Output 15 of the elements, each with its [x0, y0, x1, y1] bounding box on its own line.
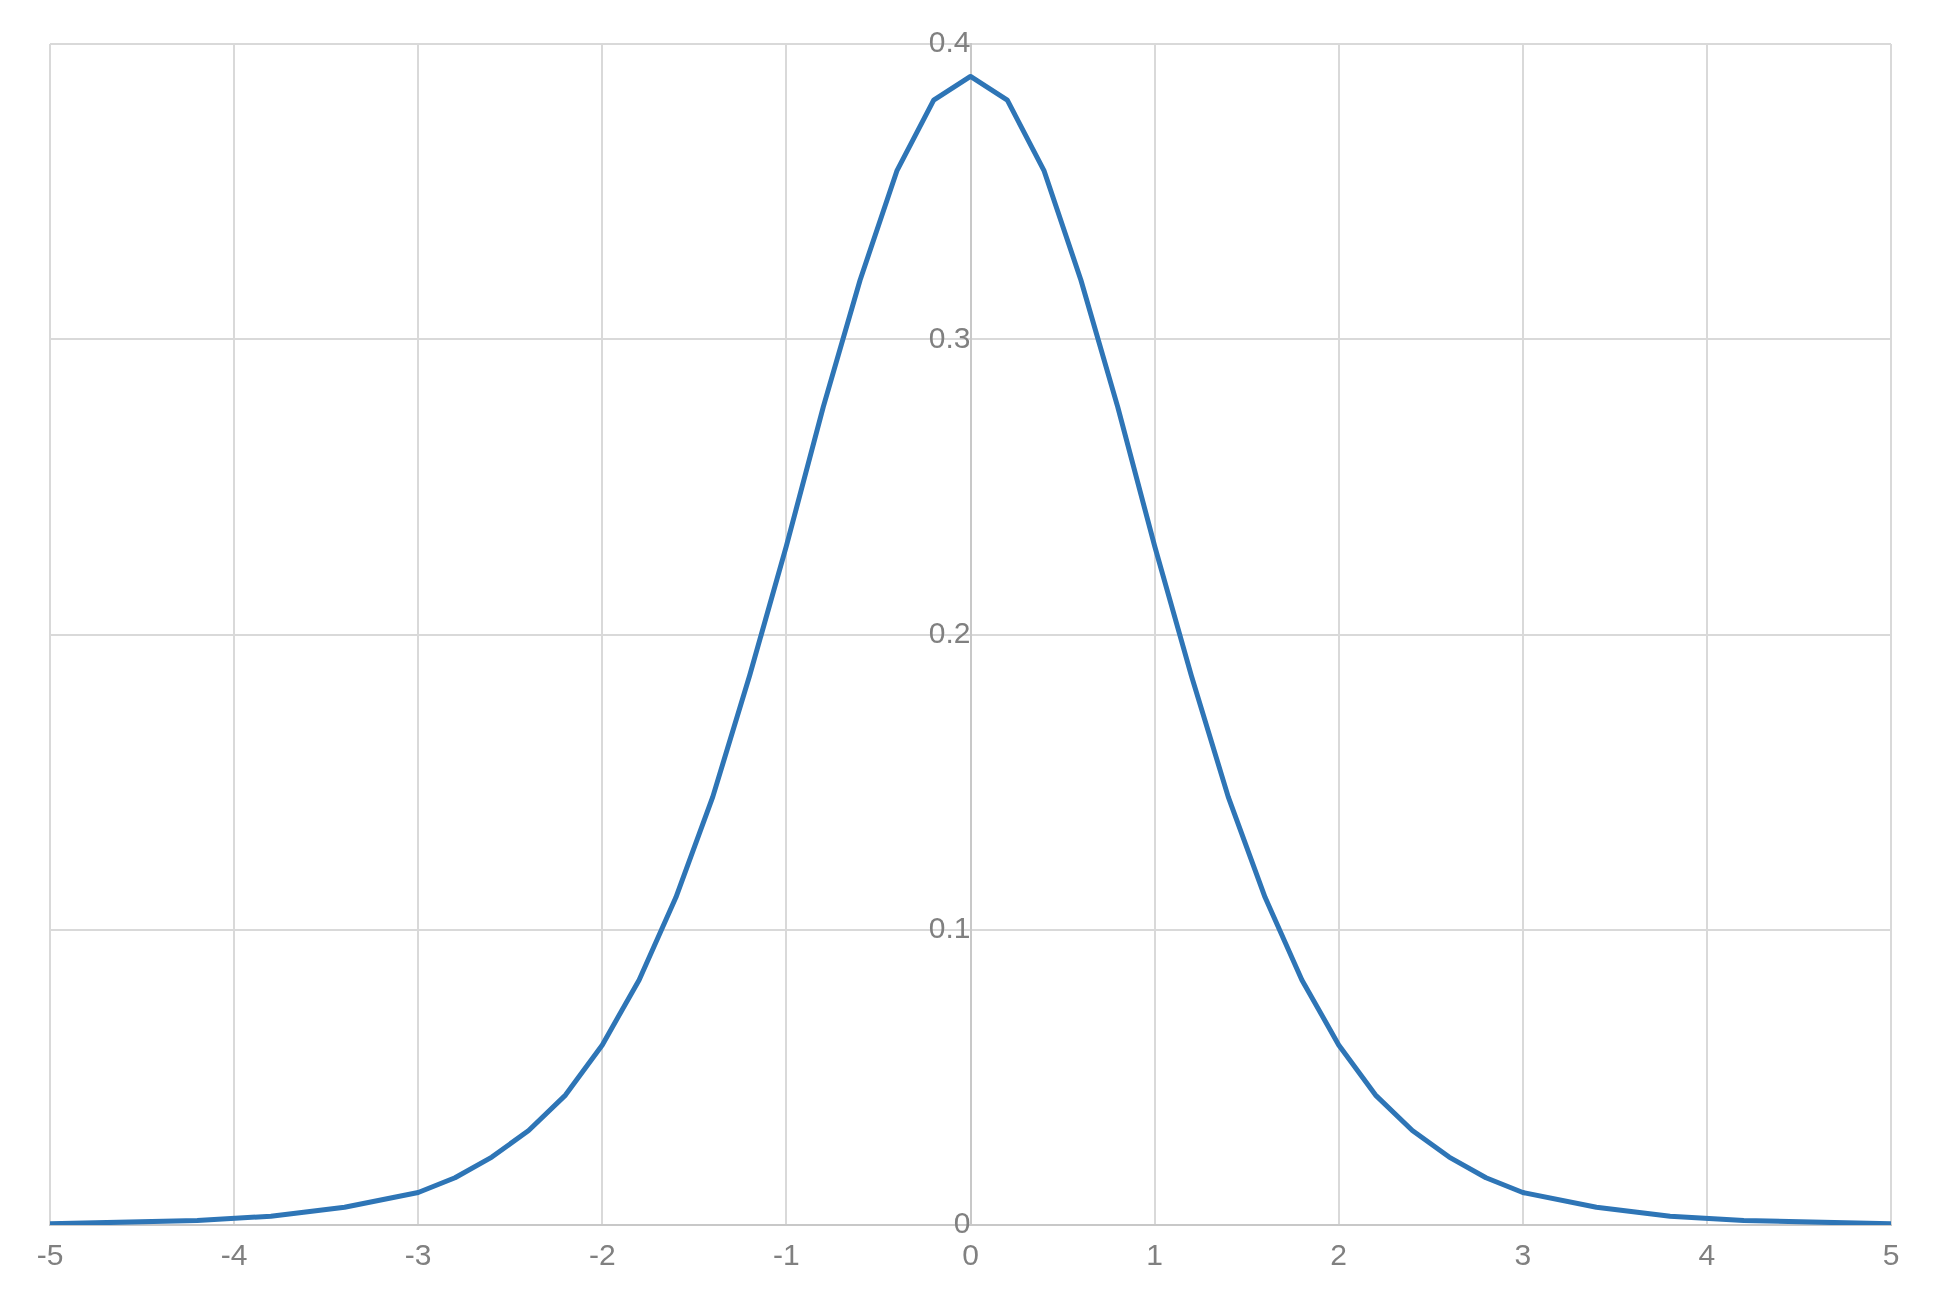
x-tick-label: -4: [220, 1238, 248, 1272]
y-tick-label: 0.3: [928, 320, 971, 354]
x-tick-label: -1: [773, 1238, 800, 1272]
x-tick-label: 1: [1146, 1238, 1163, 1272]
x-tick-label: 5: [1882, 1238, 1900, 1272]
y-tick-label: 0: [953, 1206, 971, 1240]
x-tick-label: -2: [588, 1238, 616, 1272]
x-tick-label: -3: [404, 1238, 432, 1272]
y-tick-label: 0.2: [928, 615, 971, 649]
y-tick-label: 0.1: [928, 911, 971, 945]
x-tick-label: 4: [1698, 1238, 1716, 1272]
x-tick-label: 2: [1330, 1238, 1348, 1272]
x-tick-label: 3: [1514, 1238, 1532, 1272]
x-tick-label: -5: [36, 1238, 64, 1272]
y-tick-label: 0.4: [928, 25, 971, 59]
